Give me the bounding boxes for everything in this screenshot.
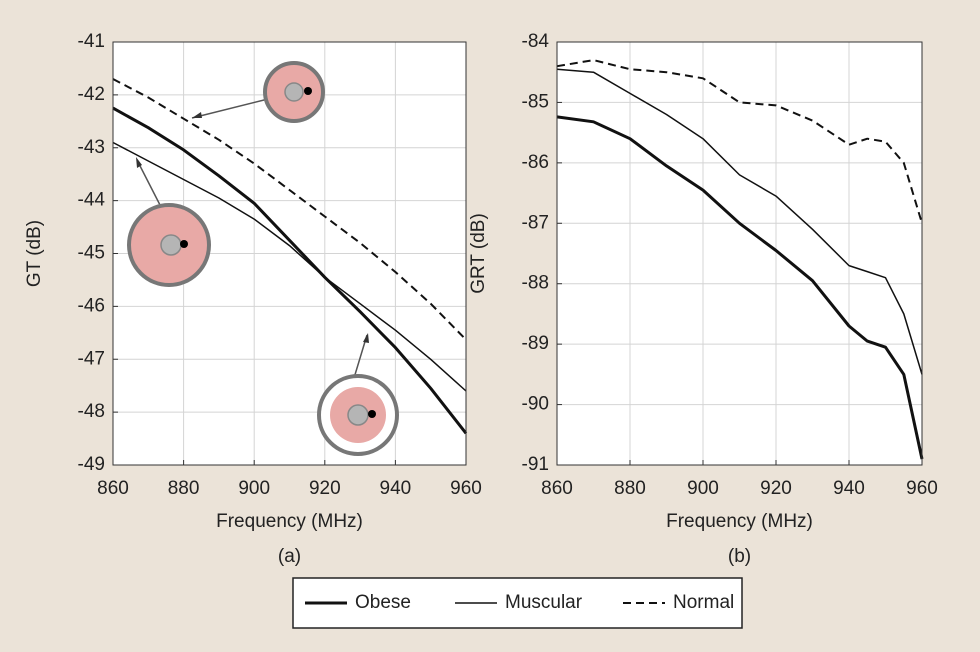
x-tick-label: 880 [168,478,200,499]
y-tick-label: -48 [78,401,105,422]
arrow-head [136,157,142,168]
body-icon [304,87,312,95]
plot-frame [556,41,923,466]
x-axis-label: Frequency (MHz) [666,511,813,532]
body-icon [160,234,182,256]
y-tick-label: -90 [522,394,549,415]
x-tick-label: 900 [238,478,270,499]
y-tick-label: -47 [78,348,105,369]
y-tick-label: -49 [78,454,105,475]
y-tick-label: -88 [522,273,549,294]
inset-icons [127,61,399,456]
arrow [136,159,161,206]
series-line [112,78,467,341]
legend-label: Obese [355,592,411,613]
body-icon [180,240,188,248]
y-tick-label: -91 [522,454,549,475]
plot-area [557,42,922,465]
series-line [556,115,924,460]
x-tick-label: 940 [833,478,865,499]
series-line [112,141,467,392]
arrow [191,98,269,119]
x-tick-label: 900 [687,478,719,499]
x-tick-label: 860 [541,478,573,499]
legend-label: Muscular [505,592,583,613]
y-tick-label: -45 [78,243,105,264]
x-tick-label: 860 [97,478,129,499]
series-line [556,59,923,224]
subplot-caption: (b) [728,546,751,567]
x-tick-label: 960 [906,478,938,499]
y-axis-label: GRT (dB) [468,213,489,294]
legend-label: Normal [673,592,734,613]
arrow-head [363,333,369,343]
series-line [112,106,468,435]
y-tick-label: -46 [78,295,105,316]
y-tick-label: -43 [78,137,105,158]
body-icon [347,404,369,426]
y-tick-label: -44 [78,190,106,211]
series-line [556,68,923,375]
x-tick-label: 920 [309,478,341,499]
arrow-head [192,112,202,118]
y-tick-label: -89 [522,333,549,354]
y-axis-label: GT (dB) [24,220,45,287]
x-tick-label: 880 [614,478,646,499]
x-tick-label: 940 [380,478,412,499]
body-icon [284,82,304,102]
subplot-caption: (a) [278,546,301,567]
body-icon [368,410,376,418]
y-tick-label: -85 [522,91,549,112]
y-tick-label: -87 [522,212,549,233]
legend-box [292,577,743,629]
y-tick-label: -86 [522,152,549,173]
x-tick-label: 960 [450,478,482,499]
y-tick-label: -41 [78,31,105,52]
y-tick-label: -42 [78,84,105,105]
y-tick-label: -84 [522,31,550,52]
x-tick-label: 920 [760,478,792,499]
x-axis-label: Frequency (MHz) [216,511,363,532]
